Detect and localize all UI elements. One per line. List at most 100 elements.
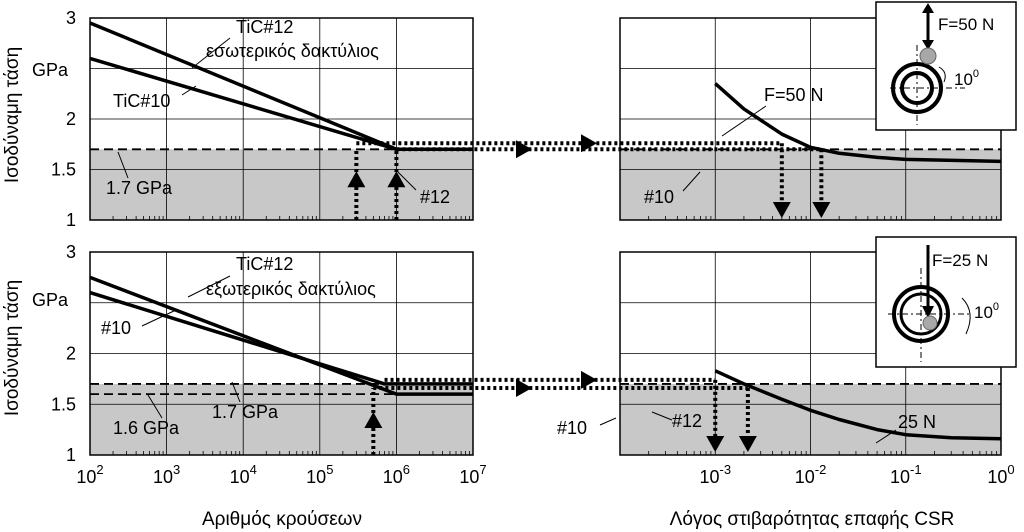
connector-head-top-upper: [581, 134, 597, 153]
y-tick-label: 3: [66, 8, 76, 28]
plot-frame: [89, 17, 474, 221]
inset-top: F=50 N 100: [875, 1, 1017, 131]
x-axis-title-left: Αριθμός κρούσεων: [202, 509, 362, 530]
inset-bottom-angle-value: 10: [974, 303, 993, 322]
leader-m10-bottom-right: [599, 417, 617, 426]
x-tick-label: 105: [306, 462, 333, 487]
force-arrowhead-bottom: [922, 306, 934, 318]
x-tick-exponent: -2: [815, 462, 827, 477]
x-tick-label: 10-2: [795, 462, 827, 487]
leader-curve-bottom-right: [875, 429, 897, 444]
y-tick-label: 2: [66, 344, 76, 364]
inset-top-angle-value: 10: [954, 70, 973, 89]
x-tick-label: 104: [230, 462, 257, 487]
leader-m10-top-right: [682, 171, 701, 192]
y-tick-label: 1: [66, 445, 76, 465]
inner-ring-top: [900, 71, 934, 105]
label-m10-bottom-right: #10: [557, 418, 587, 438]
leader-threshold-top: [117, 151, 129, 179]
inset-top-frame: [875, 1, 1017, 131]
label-threshold-high-bottom: 1.7 GPa: [212, 402, 279, 422]
x-tick-label: 103: [153, 462, 180, 487]
x-tick-base: 10: [890, 467, 910, 487]
label-m12-bottom-right: #12: [672, 411, 702, 431]
up-arrow-head-top: [347, 171, 366, 188]
y-tick-label: 3: [66, 242, 76, 262]
y-axis-title-top: Ισοδύναμη τάση: [2, 47, 23, 183]
x-tick-exponent: 0: [1007, 462, 1014, 477]
x-tick-label: 102: [76, 462, 103, 487]
y-tick-label: 1.5: [51, 160, 76, 180]
x-tick-label: 10-3: [699, 462, 731, 487]
x-tick-base: 10: [153, 467, 173, 487]
connector-head-top-lower: [516, 140, 532, 159]
inset-top-angle-unit: 0: [973, 68, 979, 80]
shaded-band: [90, 149, 473, 220]
x-tick-base: 10: [699, 467, 719, 487]
y-unit-top: GPa: [32, 60, 69, 80]
label-tic10-top: TiC#10: [113, 91, 170, 111]
x-tick-label: 10-1: [890, 462, 922, 487]
y-tick-label: 1.5: [51, 394, 76, 414]
series-line-0: [89, 275, 473, 396]
label-tic12-bottom: TiC#12: [236, 254, 293, 274]
inset-bottom-angle-unit: 0: [993, 301, 999, 313]
leader-tic12-top: [191, 37, 231, 69]
inset-top-angle: 100: [954, 68, 979, 89]
x-tick-base: 10: [76, 467, 96, 487]
down-arrow-head-top-right: [772, 202, 791, 218]
label-tic12-top: TiC#12: [236, 17, 293, 37]
x-tick-exponent: 7: [479, 462, 486, 477]
connector-head-bottom-upper: [581, 370, 597, 389]
down-arrow-head-bottom-right: [706, 436, 725, 452]
up-arrow-head-top: [387, 171, 406, 188]
x-tick-label: 107: [459, 462, 486, 487]
series-line-0: [714, 82, 1002, 164]
y-tick-label: 2: [66, 109, 76, 129]
label-curve-bottom-right: 25 N: [898, 412, 936, 432]
inset-bottom-force: F=25 N: [932, 251, 988, 270]
up-arrow-head-bottom: [364, 412, 383, 428]
outer-ring-top: [891, 62, 943, 114]
label-tic10-bottom: #10: [101, 318, 131, 338]
x-tick-exponent: 3: [173, 462, 180, 477]
inset-bottom-angle: 100: [974, 301, 999, 322]
inset-bottom: F=25 N 100: [875, 236, 1017, 368]
force-arrowhead-top-up: [922, 3, 934, 13]
label-m10-top-right: #10: [644, 187, 674, 207]
label-threshold-top: 1.7 GPa: [106, 178, 173, 198]
x-tick-exponent: -1: [910, 462, 922, 477]
x-tick-exponent: 6: [403, 462, 410, 477]
ball-top: [919, 47, 937, 65]
x-tick-exponent: 4: [250, 462, 257, 477]
x-tick-base: 10: [383, 467, 403, 487]
angle-arc-top: [938, 66, 946, 83]
leader-tic10-bottom: [141, 309, 177, 327]
label-tic12-sub-bottom: εξωτερικός δακτύλιος: [206, 279, 376, 299]
x-tick-base: 10: [306, 467, 326, 487]
label-marker12-top: #12: [420, 187, 450, 207]
leader-threshold-low-bottom: [147, 394, 163, 419]
series-line-0: [714, 369, 1002, 441]
x-tick-label: 106: [383, 462, 410, 487]
y-unit-bottom: GPa: [32, 290, 69, 310]
label-tic12-sub-top: εσωτερικός δακτύλιος: [206, 41, 379, 61]
series-line-1: [89, 290, 473, 386]
leader-threshold-high-bottom: [231, 381, 241, 403]
x-axis-title-right: Λόγος στιβαρότητας επαφής CSR: [670, 509, 955, 530]
ball-bottom: [922, 315, 938, 331]
leader-m12-bottom-right: [651, 411, 673, 421]
x-tick-base: 10: [987, 467, 1007, 487]
leader-tic12-bottom: [187, 275, 231, 298]
plot-frame: [89, 251, 474, 456]
outer-ring-bottom: [892, 285, 950, 343]
x-tick-exponent: -3: [719, 462, 731, 477]
label-threshold-low-bottom: 1.6 GPa: [113, 418, 180, 438]
y-axis-title-bottom: Ισοδύναμη τάση: [2, 280, 23, 416]
label-curve-top-right: F=50 N: [764, 85, 824, 105]
x-tick-exponent: 5: [326, 462, 333, 477]
connector-arrows: [347, 134, 831, 455]
x-tick-exponent: 2: [96, 462, 103, 477]
